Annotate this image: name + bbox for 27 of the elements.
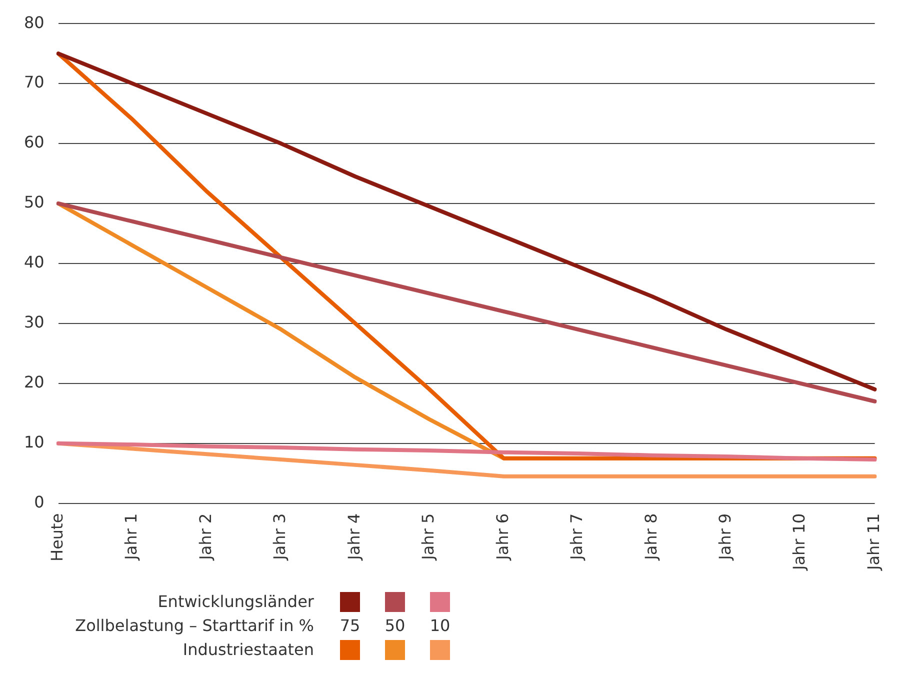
text: 10 — [428, 615, 452, 637]
x-tick-label: Jahr 6 — [492, 513, 512, 561]
text: Zollbelastung – Starttarif in % — [75, 615, 314, 637]
y-tick-label: 0 — [34, 492, 44, 512]
x-tick-label: Jahr 11 — [864, 513, 883, 571]
x-tick-label: Jahr 9 — [716, 513, 735, 561]
x-tick-label: Jahr 7 — [567, 513, 586, 561]
text: Industriestaaten — [182, 639, 314, 661]
x-tick-label: Jahr 1 — [122, 513, 141, 561]
y-tick-label: 10 — [24, 432, 44, 452]
text: 50 — [384, 615, 406, 637]
y-tick-label: 40 — [24, 252, 44, 272]
x-tick-label: Jahr 5 — [418, 513, 438, 561]
y-tick-label: 70 — [24, 72, 44, 92]
y-tick-label: 50 — [24, 192, 44, 212]
text: Entwicklungsländer — [158, 591, 314, 613]
y-tick-label: 60 — [24, 132, 44, 152]
x-tick-label: Jahr 2 — [196, 513, 215, 561]
x-tick-label: Jahr 10 — [790, 513, 809, 571]
y-tick-label: 80 — [24, 12, 44, 32]
x-tick-label: Heute — [48, 513, 67, 562]
y-tick-label: 30 — [24, 312, 44, 332]
y-tick-label: 20 — [24, 372, 44, 392]
x-tick-label: Jahr 3 — [270, 513, 290, 561]
text: 75 — [338, 615, 362, 637]
x-tick-label: Jahr 4 — [344, 513, 364, 561]
x-tick-label: Jahr 8 — [641, 513, 660, 561]
